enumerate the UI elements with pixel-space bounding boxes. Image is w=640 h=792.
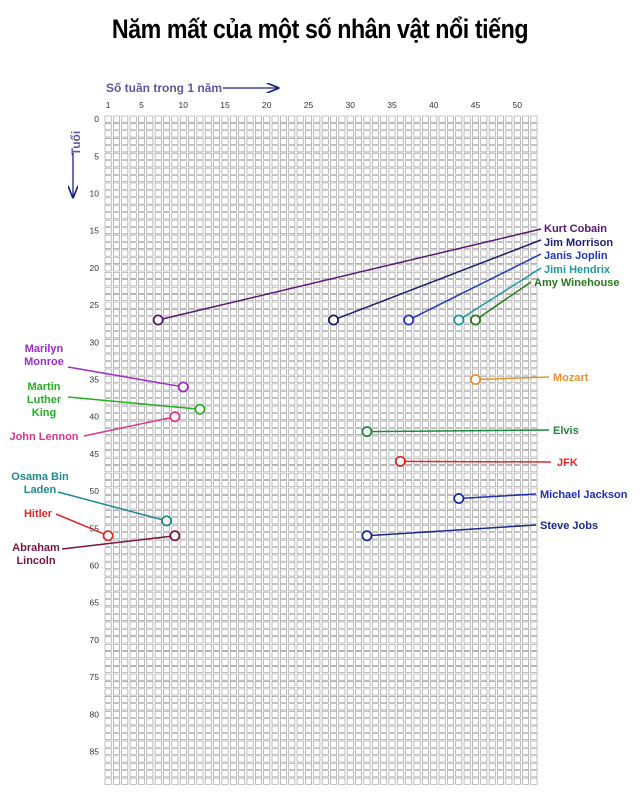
leader-line-osama-bin-laden: [57, 491, 167, 522]
leader-line-kurt-cobain: [158, 228, 542, 321]
y-tick-label: 0: [94, 114, 99, 124]
point-abraham-lincoln: [169, 530, 181, 542]
leader-line-steve-jobs: [366, 524, 537, 537]
y-tick-label: 15: [90, 226, 100, 236]
y-tick-label: 40: [90, 412, 100, 422]
label-kurt-cobain: Kurt Cobain: [544, 223, 607, 235]
leader-line-marilyn-monroe: [67, 366, 184, 388]
x-tick-label: 5: [139, 100, 144, 110]
y-tick-label: 60: [90, 561, 100, 571]
y-tick-label: 80: [90, 709, 100, 719]
label-john-lennon: John Lennon: [9, 431, 78, 443]
label-amy-winehouse: Amy Winehouse: [534, 277, 619, 289]
y-tick-label: 50: [90, 486, 100, 496]
chart-title: Năm mất của một số nhân vật nổi tiếng: [111, 14, 529, 44]
leader-line-abraham-lincoln: [61, 534, 175, 550]
point-jfk: [394, 455, 406, 467]
y-tick-label: 35: [90, 375, 100, 385]
label-abraham-lincoln: Abraham Lincoln: [12, 542, 60, 567]
leader-line-amy-winehouse: [475, 281, 532, 321]
label-hitler: Hitler: [24, 508, 53, 520]
leader-line-jim-morrison: [333, 239, 542, 321]
x-axis-label: Số tuần trong 1 năm: [106, 81, 222, 95]
leader-line-martin-luther-king: [67, 396, 201, 411]
point-mozart: [469, 373, 481, 385]
x-tick-label: 25: [304, 100, 314, 110]
y-tick-label: 25: [90, 300, 100, 310]
label-martin-luther-king: Martin Luther King: [27, 381, 62, 419]
point-amy-winehouse: [469, 314, 481, 326]
label-jfk: JFK: [557, 457, 578, 469]
leader-line-hitler: [55, 513, 109, 537]
point-kurt-cobain: [152, 314, 164, 326]
leader-line-janis-joplin: [408, 253, 542, 321]
y-tick-label: 30: [90, 337, 100, 347]
point-hitler: [102, 530, 114, 542]
x-tick-label: 40: [429, 100, 439, 110]
y-axis-label: Tuổi: [69, 131, 83, 155]
leader-lines: [55, 228, 552, 550]
x-tick-label: 45: [471, 100, 481, 110]
y-tick-label: 85: [90, 747, 100, 757]
leader-line-jimi-hendrix: [458, 267, 542, 321]
point-michael-jackson: [453, 493, 465, 505]
label-jimi-hendrix: Jimi Hendrix: [544, 264, 611, 276]
point-osama-bin-laden: [161, 515, 173, 527]
x-tick-label: 1: [106, 100, 111, 110]
x-tick-label: 35: [387, 100, 397, 110]
y-tick-label: 55: [90, 523, 100, 533]
label-mozart: Mozart: [553, 372, 589, 384]
y-tick-label: 70: [90, 635, 100, 645]
leader-line-elvis: [366, 429, 550, 433]
label-elvis: Elvis: [553, 425, 579, 437]
x-tick-label: 10: [179, 100, 189, 110]
point-marilyn-monroe: [177, 381, 189, 393]
label-michael-jackson: Michael Jackson: [540, 489, 628, 501]
y-tick-label: 75: [90, 672, 100, 682]
point-jim-morrison: [328, 314, 340, 326]
y-tick-label: 45: [90, 449, 100, 459]
grid: [104, 115, 538, 785]
y-tick-label: 20: [90, 263, 100, 273]
point-jimi-hendrix: [453, 314, 465, 326]
y-tick-label: 10: [90, 189, 100, 199]
leader-line-john-lennon: [83, 415, 176, 437]
point-janis-joplin: [403, 314, 415, 326]
x-tick-label: 30: [346, 100, 356, 110]
x-tick-label: 50: [513, 100, 523, 110]
leader-line-jfk: [400, 460, 552, 463]
leader-line-michael-jackson: [458, 493, 537, 500]
point-john-lennon: [169, 411, 181, 423]
data-points: [102, 314, 481, 542]
axes: 1 5 10 15 20 25 30 35 40 45 5005101520253035404550…: [69, 81, 522, 757]
week-grid: [104, 115, 538, 785]
label-janis-joplin: Janis Joplin: [544, 250, 608, 262]
label-marilyn-monroe: Marilyn Monroe: [24, 343, 64, 368]
y-tick-label: 65: [90, 598, 100, 608]
point-martin-luther-king: [194, 403, 206, 415]
leader-line-mozart: [475, 376, 550, 381]
label-jim-morrison: Jim Morrison: [544, 237, 613, 249]
y-tick-label: 5: [94, 151, 99, 161]
label-steve-jobs: Steve Jobs: [540, 520, 598, 532]
point-elvis: [361, 426, 373, 438]
x-tick-label: 15: [220, 100, 230, 110]
point-steve-jobs: [361, 530, 373, 542]
x-tick-label: 20: [262, 100, 272, 110]
label-osama-bin-laden: Osama Bin Laden: [11, 471, 69, 496]
